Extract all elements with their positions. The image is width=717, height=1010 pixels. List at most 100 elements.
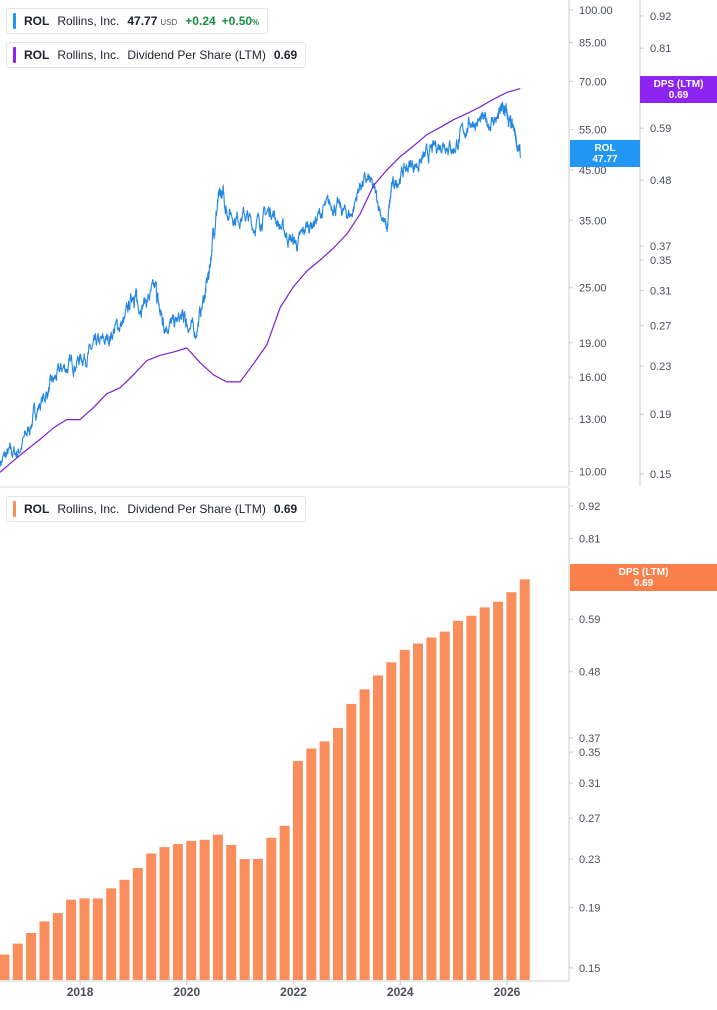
dps-bar [333,727,343,980]
dps-bar [319,741,330,980]
bar-tick-label: 0.31 [579,778,600,790]
time-tick-label: 2020 [173,985,200,999]
dps-bar [439,631,450,980]
legend-symbol: ROL [24,502,50,516]
dps-bar [506,592,517,980]
price-tag-label: ROL [594,142,616,154]
price-legend[interactable]: ROL Rollins, Inc. 47.77 USD +0.24 +0.50% [6,8,269,34]
dps-bar [466,615,477,980]
dps-tick-label: 0.19 [650,409,671,421]
dps-bar [453,620,463,980]
dps-bar [479,607,490,980]
price-swatch [13,13,16,29]
bar-tick-label: 0.37 [579,733,600,745]
dps-bar [26,933,37,980]
dps-bar [266,837,277,980]
dps-bar [199,839,210,980]
price-axis-ticks: 100.00 85.00 70.00 55.00 45.00 35.00 25.00 19.0… [569,5,613,478]
bar-tick-label: 0.23 [579,854,600,866]
legend-metric: Dividend Per Share (LTM) [127,502,266,516]
dps-bar [39,921,50,980]
dps-last-tag-bottom: DPS (LTM) 0.69 [570,564,717,591]
dps-bar [306,748,317,980]
dps-bar [106,888,117,980]
price-tick-label: 85.00 [579,37,607,49]
price-tick-label: 13.00 [579,414,607,426]
dps-bar [493,601,504,980]
price-tick-label: 70.00 [579,76,607,88]
dps-tick-label: 0.31 [650,286,671,298]
time-tick-label: 2024 [387,985,414,999]
dps-tick-label: 0.81 [650,43,671,55]
dps-bar [279,825,290,980]
price-series-line [0,101,521,467]
dps-bar [119,879,130,980]
dps-tick-label: 0.37 [650,241,671,253]
time-tick-label: 2026 [494,985,521,999]
bar-tick-label: 0.19 [579,903,600,915]
dps-bar [386,662,397,980]
dps-bar [132,868,143,980]
dps-tag-label: DPS (LTM) [618,566,669,578]
legend-value: 0.69 [273,502,298,516]
dps-bar [399,649,410,980]
dps-tick-label: 0.27 [650,321,671,333]
price-tick-label: 55.00 [579,125,607,137]
dps-bar [252,859,263,980]
dps-tag-label: DPS (LTM) [653,78,704,90]
legend-currency: USD [160,17,178,27]
legend-change: +0.24 [185,14,216,28]
dps-bar [226,845,237,980]
dps-swatch-bottom [13,501,16,517]
legend-symbol: ROL [24,14,50,28]
dps-bar [159,847,170,980]
legend-change-pct: +0.50% [222,14,260,28]
bar-tick-label: 0.35 [579,747,600,759]
dps-bar [292,761,303,980]
dps-tick-label: 0.92 [650,11,671,23]
bar-tick-label: 0.92 [579,501,600,513]
price-tick-label: 16.00 [579,372,607,384]
dps-legend-bottom[interactable]: ROL Rollins, Inc. Dividend Per Share (LT… [6,496,307,522]
dps-bar [12,943,23,980]
legend-symbol: ROL [24,48,50,62]
dps-bar [52,913,63,980]
dps-tick-label: 0.23 [650,361,671,373]
legend-company-name: Rollins, Inc. [57,48,120,62]
dps-bar [172,844,183,980]
price-tick-label: 19.00 [579,338,607,350]
price-tick-label: 10.00 [579,466,607,478]
dps-legend-top[interactable]: ROL Rollins, Inc. Dividend Per Share (LT… [6,42,307,68]
legend-metric: Dividend Per Share (LTM) [127,48,266,62]
price-tick-label: 45.00 [579,165,607,177]
dps-bar [413,643,423,980]
dps-bar [426,637,437,980]
dps-bar [239,859,250,980]
time-tick-label: 2018 [67,985,94,999]
dps-bar [66,899,77,980]
bar-tick-label: 0.81 [579,534,600,546]
legend-change-pct-value: +0.50 [221,14,253,28]
dps-bar [146,853,157,980]
time-tick-label: 2022 [280,985,307,999]
dps-series-line [0,88,521,473]
bar-tick-label: 0.27 [579,813,600,825]
legend-company-name: Rollins, Inc. [57,14,120,28]
dps-bar [186,840,197,980]
bar-tick-label: 0.59 [579,614,600,626]
legend-value: 0.69 [273,48,298,62]
legend-pct-sign: % [252,18,260,27]
dps-tick-label: 0.15 [650,469,671,481]
time-axis-labels: 2018 2020 2022 2024 2026 [67,981,521,999]
price-tick-label: 100.00 [579,5,613,17]
dps-last-tag-top: DPS (LTM) 0.69 [640,76,717,103]
dps-bar [519,579,530,980]
price-tick-label: 35.00 [579,215,607,227]
dps-bar [359,689,370,980]
price-tick-label: 25.00 [579,283,607,295]
dps-bar [212,834,223,980]
dps-bar [373,675,383,980]
legend-price: 47.77 [127,14,158,28]
